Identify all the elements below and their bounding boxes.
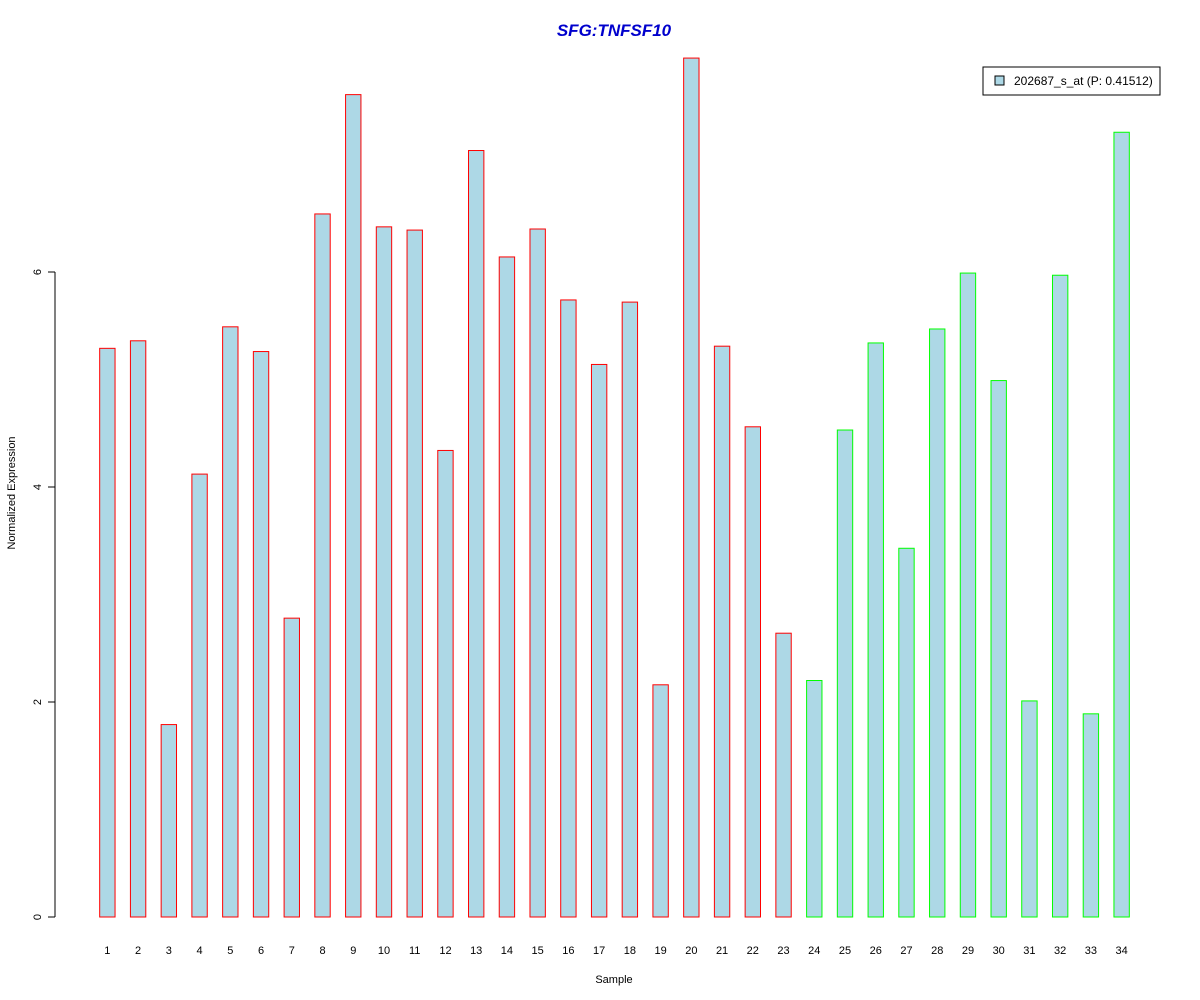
bar-sample-4 — [191, 473, 208, 918]
bar-sample-3 — [160, 724, 178, 918]
x-tick-label: 10 — [378, 945, 390, 957]
x-tick-label: 31 — [1023, 945, 1035, 957]
x-tick-label: 8 — [319, 945, 325, 957]
x-tick-label: 14 — [501, 945, 513, 957]
x-tick-label: 19 — [654, 945, 666, 957]
bar-sample-29 — [959, 272, 977, 918]
bar-sample-30 — [990, 380, 1007, 918]
bar-sample-33 — [1082, 713, 1100, 918]
bar-sample-21 — [713, 345, 731, 918]
bar-sample-15 — [529, 228, 546, 918]
bar-sample-22 — [744, 426, 762, 918]
x-tick-label: 1 — [104, 945, 110, 957]
x-tick-label: 6 — [258, 945, 264, 957]
x-tick-label: 28 — [931, 945, 943, 957]
legend-box — [982, 66, 1161, 96]
bar-sample-17 — [590, 363, 608, 918]
x-tick-label: 32 — [1054, 945, 1066, 957]
bar-sample-12 — [437, 449, 454, 918]
bar-sample-18 — [621, 301, 639, 918]
bar-sample-27 — [898, 547, 915, 918]
bar-sample-1 — [99, 347, 116, 918]
bar-sample-2 — [129, 340, 147, 918]
x-tick-label: 30 — [993, 945, 1005, 957]
x-tick-label: 15 — [532, 945, 544, 957]
x-tick-label: 7 — [289, 945, 295, 957]
bar-sample-9 — [345, 94, 362, 918]
x-tick-label: 21 — [716, 945, 728, 957]
x-tick-labels: 1 2 3 4 5 6 7 8 9 10 11 12 13 14 15 16 17 18 19 20 21 22 23 24 2… — [104, 945, 1127, 957]
x-tick-label: 2 — [135, 945, 141, 957]
bar-sample-26 — [867, 342, 884, 918]
bar-sample-23 — [775, 632, 792, 918]
bar-sample-32 — [1051, 274, 1069, 918]
x-tick-label: 27 — [900, 945, 912, 957]
x-tick-label: 22 — [747, 945, 759, 957]
x-tick-label: 17 — [593, 945, 605, 957]
x-tick-label: 16 — [562, 945, 574, 957]
x-tick-label: 18 — [624, 945, 636, 957]
x-tick-label: 20 — [685, 945, 697, 957]
bar-sample-7 — [283, 617, 300, 918]
x-tick-label: 25 — [839, 945, 851, 957]
bar-sample-14 — [498, 256, 516, 918]
x-tick-label: 24 — [808, 945, 820, 957]
x-tick-label: 23 — [777, 945, 789, 957]
x-tick-label: 9 — [350, 945, 356, 957]
x-tick-label: 4 — [197, 945, 203, 957]
x-tick-label: 11 — [409, 945, 420, 957]
bar-sample-19 — [652, 684, 669, 918]
bar-sample-20 — [683, 57, 700, 918]
x-tick-label: 34 — [1116, 945, 1128, 957]
x-tick-label: 13 — [470, 945, 482, 957]
y-tick-label: 4 — [32, 484, 44, 490]
x-axis-label: Sample — [595, 974, 632, 986]
x-tick-label: 12 — [439, 945, 451, 957]
x-tick-label: 33 — [1085, 945, 1097, 957]
chart-title: SFG:TNFSF10 — [557, 21, 672, 40]
bar-sample-34 — [1113, 131, 1130, 918]
bar-sample-25 — [836, 429, 854, 918]
bar-sample-28 — [929, 328, 946, 918]
bar-sample-11 — [406, 229, 423, 918]
bar-sample-8 — [314, 213, 331, 918]
legend: 202687_s_at (P: 0.41512) — [982, 66, 1161, 96]
bar-sample-5 — [222, 326, 239, 918]
bar-sample-6 — [252, 351, 270, 918]
bar-sample-13 — [468, 150, 485, 918]
y-tick-label: 6 — [32, 269, 44, 275]
bar-sample-24 — [806, 680, 823, 918]
legend-label: 202687_s_at (P: 0.41512) — [1014, 74, 1153, 88]
y-axis-label: Normalized Expression — [6, 436, 18, 549]
x-tick-label: 26 — [870, 945, 882, 957]
bar-sample-31 — [1021, 700, 1038, 918]
bar-sample-10 — [375, 226, 393, 918]
y-tick-label: 2 — [32, 699, 44, 705]
y-tick-label: 0 — [32, 914, 44, 920]
y-axis: 0 2 4 6 — [32, 269, 56, 920]
legend-swatch — [994, 75, 1005, 86]
x-tick-label: 5 — [227, 945, 233, 957]
bar-sample-16 — [560, 299, 577, 918]
x-tick-label: 29 — [962, 945, 974, 957]
bars-group — [99, 57, 1130, 918]
x-tick-label: 3 — [166, 945, 172, 957]
